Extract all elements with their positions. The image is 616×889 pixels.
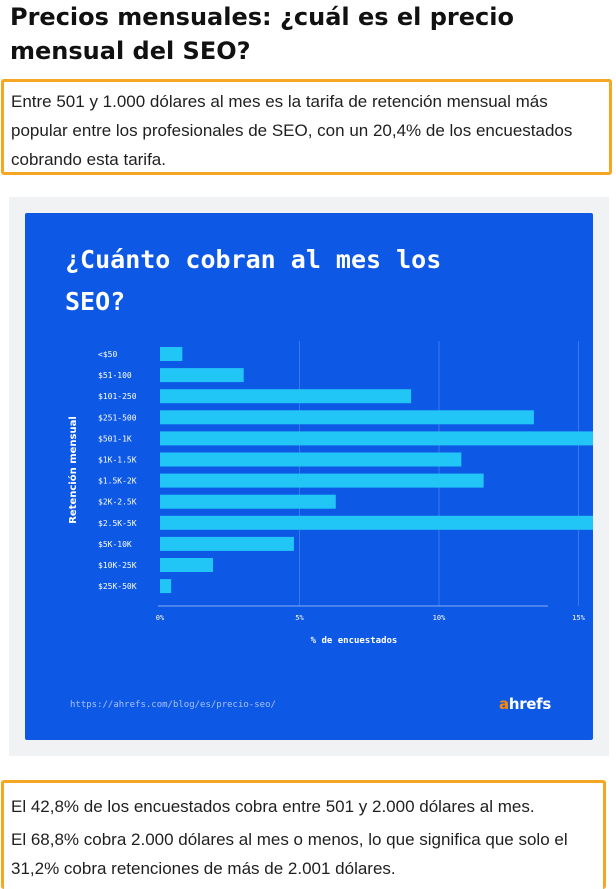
bar bbox=[160, 494, 336, 509]
intro-callout: Entre 501 y 1.000 dólares al mes es la t… bbox=[1, 79, 612, 175]
category-label: $101-250 bbox=[98, 392, 137, 401]
bar bbox=[160, 452, 462, 467]
category-label: $10K-25K bbox=[98, 561, 137, 570]
category-label: $1K-1.5K bbox=[98, 456, 137, 465]
x-tick-label: 0% bbox=[156, 614, 165, 622]
intro-text: Entre 501 y 1.000 dólares al mes es la t… bbox=[11, 92, 573, 169]
category-label: $251-500 bbox=[98, 413, 137, 422]
source-url: https://ahrefs.com/blog/es/precio-seo/ bbox=[70, 700, 276, 710]
x-axis-label: % de encuestados bbox=[311, 636, 398, 646]
x-tick-label: 10% bbox=[433, 614, 446, 622]
bar bbox=[160, 347, 183, 361]
y-axis-label: Retención mensual bbox=[67, 416, 79, 524]
category-label: $2K-2.5K bbox=[98, 498, 137, 507]
bar bbox=[160, 410, 534, 425]
chart-card: ¿Cuánto cobran al mes los SEO? 0% 5% 10% 15… bbox=[25, 213, 593, 740]
summary-paragraph-1: El 42,8% de los encuestados cobra entre … bbox=[11, 797, 535, 816]
summary-paragraph-2: El 68,8% cobra 2.000 dólares al mes o me… bbox=[11, 830, 568, 878]
bar bbox=[160, 473, 484, 488]
chart-title: ¿Cuánto cobran al mes los SEO? bbox=[65, 245, 442, 316]
x-tick-label: 15% bbox=[572, 614, 585, 622]
category-label: $51-100 bbox=[98, 371, 132, 380]
bar bbox=[160, 515, 593, 530]
category-label: $5K-10K bbox=[98, 540, 132, 549]
bar bbox=[160, 431, 593, 446]
section-heading: Precios mensuales: ¿cuál es el precio me… bbox=[10, 3, 514, 65]
ahrefs-logo: ahrefs bbox=[499, 695, 551, 713]
category-label: $2.5K-5K bbox=[98, 519, 137, 528]
bar bbox=[160, 558, 214, 572]
logo-rest: hrefs bbox=[508, 695, 552, 713]
logo-accent-letter: a bbox=[499, 695, 509, 713]
x-tick-label: 5% bbox=[295, 614, 304, 622]
bar bbox=[160, 536, 294, 551]
bar-chart: 0%5%10%15%20%25%<$50$51-100$101-250$251-… bbox=[67, 341, 593, 646]
bar bbox=[160, 368, 244, 383]
category-label: $501-1K bbox=[98, 434, 132, 443]
bar bbox=[160, 579, 172, 594]
category-label: $1.5K-2K bbox=[98, 477, 137, 486]
category-label: $25K-50K bbox=[98, 582, 137, 591]
category-label: <$50 bbox=[98, 350, 117, 359]
bar bbox=[160, 389, 412, 404]
summary-callout: El 42,8% de los encuestados cobra entre … bbox=[1, 780, 606, 889]
